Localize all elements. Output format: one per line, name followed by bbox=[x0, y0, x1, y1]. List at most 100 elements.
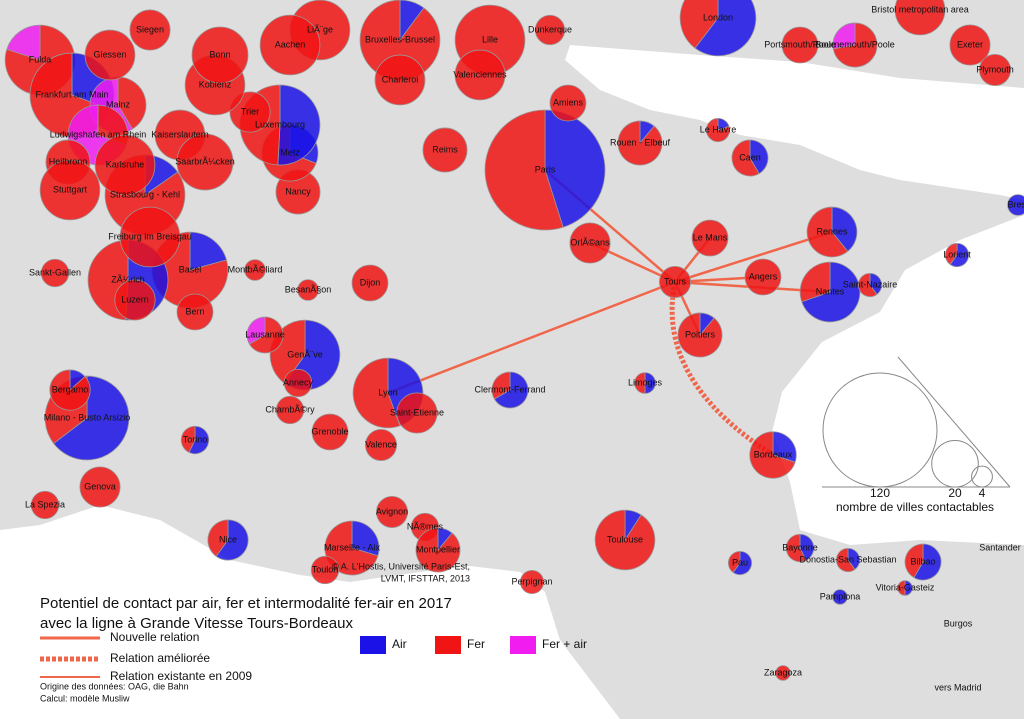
city-label: La Spezia bbox=[25, 499, 65, 509]
city-label: Metz bbox=[280, 147, 300, 157]
size-legend-label: 4 bbox=[979, 486, 986, 500]
city-label: Le Mans bbox=[693, 232, 728, 242]
pie-slice bbox=[375, 495, 409, 529]
pie-slice bbox=[519, 569, 545, 595]
pie-slice bbox=[744, 258, 782, 296]
pie-slice bbox=[836, 547, 856, 572]
city-label: Pau bbox=[732, 557, 748, 567]
pie-slice bbox=[617, 120, 663, 166]
city-label: Toulon bbox=[312, 564, 339, 574]
pie-slice bbox=[374, 54, 426, 106]
pie-slice bbox=[569, 222, 611, 264]
pie-slice bbox=[594, 509, 656, 571]
legend-label: Air bbox=[392, 637, 407, 651]
pie-slice bbox=[858, 272, 878, 297]
city-label: Valenciennes bbox=[453, 69, 507, 79]
city-label: Ludwigshafen am Rhein bbox=[50, 129, 147, 139]
city-label: Fulda bbox=[29, 54, 52, 64]
city-label: Vitoria-Gasteiz bbox=[876, 582, 935, 592]
city-label: Aachen bbox=[275, 39, 306, 49]
pie-slice bbox=[772, 431, 797, 463]
pie-slice bbox=[207, 519, 229, 557]
city-label: Angers bbox=[749, 271, 778, 281]
city-label: GenÃ¨ve bbox=[287, 349, 323, 359]
sea bbox=[772, 215, 1024, 545]
pie-slice bbox=[259, 14, 321, 76]
place-label: Santander bbox=[979, 542, 1021, 552]
route bbox=[387, 280, 676, 395]
credit: LVMT, IFSTTAR, 2013 bbox=[381, 573, 470, 583]
pie-slice bbox=[53, 375, 130, 461]
pie-slice bbox=[677, 312, 723, 358]
sea bbox=[0, 505, 620, 719]
pie-slice bbox=[244, 259, 266, 281]
pie-slice bbox=[396, 392, 438, 434]
city-label: Torino bbox=[183, 434, 208, 444]
pie-slice bbox=[694, 0, 757, 57]
pie-slice bbox=[114, 279, 156, 321]
pies bbox=[4, 0, 1024, 681]
pie-slice bbox=[310, 555, 340, 585]
city-label: Bern bbox=[185, 306, 204, 316]
pie-slice bbox=[39, 159, 101, 221]
city-label: Trier bbox=[241, 106, 259, 116]
city-label: Sankt-Gallen bbox=[29, 267, 81, 277]
city-label: Bordeaux bbox=[754, 449, 793, 459]
pie-slice bbox=[188, 425, 210, 455]
city-label: Rouen - Elbeuf bbox=[610, 137, 671, 147]
pie-slice bbox=[119, 206, 181, 268]
city-label: Frankfurt am Main bbox=[35, 89, 108, 99]
city-label: Saint-Nazaire bbox=[843, 279, 898, 289]
pie-slice bbox=[180, 425, 196, 453]
city-label: Bruxelles-Brussel bbox=[365, 34, 435, 44]
pie-slice bbox=[215, 519, 249, 561]
city-label: Donostia-San Sebastian bbox=[799, 554, 896, 564]
pie-slice bbox=[781, 26, 819, 64]
pie-slice bbox=[904, 543, 924, 579]
city-label: NÃ®mes bbox=[407, 521, 444, 531]
city-label: Paris bbox=[535, 164, 556, 174]
pie-slice bbox=[1007, 194, 1024, 216]
city-label: Milano - Busto Arsizio bbox=[44, 412, 131, 422]
legend-label: Relation améliorée bbox=[110, 651, 210, 665]
legend-guide bbox=[897, 356, 1011, 488]
pie-slice bbox=[731, 139, 760, 177]
city-label: Heilbronn bbox=[49, 156, 88, 166]
city-label: Montpellier bbox=[416, 544, 460, 554]
pie-slice bbox=[351, 264, 389, 302]
pie-slice bbox=[6, 24, 41, 61]
city-label: Le Havre bbox=[700, 124, 737, 134]
city-label: Bournemouth/Poole bbox=[815, 39, 895, 49]
pie-slice bbox=[801, 261, 861, 323]
pie-slice bbox=[799, 261, 831, 303]
city-label: Giessen bbox=[93, 49, 126, 59]
city-label: Lausanne bbox=[245, 329, 285, 339]
legend: Potentiel de contact par air, fer et int… bbox=[40, 561, 587, 703]
pie-slice bbox=[311, 413, 349, 451]
city-label: Pamplona bbox=[820, 591, 861, 601]
pie-slice bbox=[49, 369, 91, 411]
pie-slice bbox=[351, 520, 380, 557]
city-label: Exeter bbox=[957, 39, 983, 49]
city-label: Plymouth bbox=[976, 64, 1014, 74]
city-label: Bilbao bbox=[910, 556, 935, 566]
labels: Paris London Tours Rennes Nantes Angers Le Man… bbox=[25, 4, 1024, 692]
size-legend: nombre de villes contactables 120 20 4 bbox=[822, 356, 1011, 514]
pie-slice bbox=[30, 490, 60, 520]
place-label: vers Madrid bbox=[934, 682, 981, 692]
pie-slice bbox=[944, 242, 958, 265]
city-label: Portsmouth/Poole bbox=[764, 39, 836, 49]
pie-slice bbox=[191, 26, 249, 84]
city-label: Bristol metropolitan area bbox=[871, 4, 969, 14]
pie-slice bbox=[832, 22, 856, 50]
city-label: Bayonne bbox=[782, 542, 818, 552]
pie-slice bbox=[706, 117, 731, 143]
legend-swatch-fer bbox=[435, 636, 461, 654]
city-label: Zaragoza bbox=[764, 667, 802, 677]
city-label: Poitiers bbox=[685, 329, 716, 339]
city-label: Brest bbox=[1007, 199, 1024, 209]
pie-slice bbox=[799, 533, 815, 561]
pie-slice bbox=[978, 53, 1012, 87]
city-label: OrlÃ©ans bbox=[570, 237, 610, 247]
city-label: Luxembourg bbox=[255, 119, 305, 129]
